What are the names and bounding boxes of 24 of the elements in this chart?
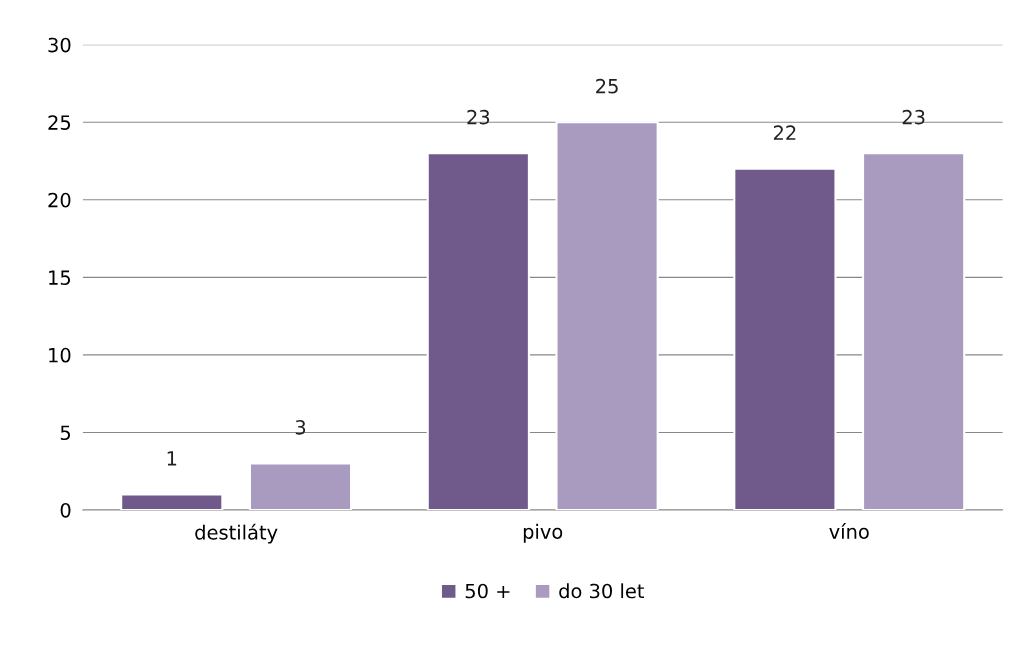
y-tick-label: 25 — [48, 115, 71, 130]
data-label: 25 — [596, 78, 618, 94]
data-label: 23 — [467, 109, 490, 125]
bar — [120, 493, 224, 510]
y-tick-label: 5 — [60, 425, 71, 441]
legend-label: do 30 let — [559, 583, 645, 599]
bar — [733, 167, 837, 510]
x-tick-label: víno — [829, 523, 869, 539]
data-label: 22 — [773, 125, 796, 140]
data-label: 3 — [295, 419, 306, 435]
bar — [426, 152, 530, 510]
x-tick-label: destiláty — [195, 523, 278, 544]
bar — [248, 462, 353, 510]
y-tick-label: 0 — [60, 502, 71, 518]
bar — [555, 121, 659, 510]
data-label: 23 — [902, 109, 925, 125]
legend-label: 50 + — [465, 583, 510, 599]
y-tick-label: 30 — [48, 37, 71, 53]
data-label: 1 — [167, 451, 177, 466]
x-tick-label: pivo — [523, 523, 563, 543]
y-tick-label: 15 — [49, 270, 71, 286]
y-tick-label: 10 — [49, 347, 71, 363]
bar — [862, 152, 966, 510]
y-tick-label: 20 — [48, 192, 71, 208]
